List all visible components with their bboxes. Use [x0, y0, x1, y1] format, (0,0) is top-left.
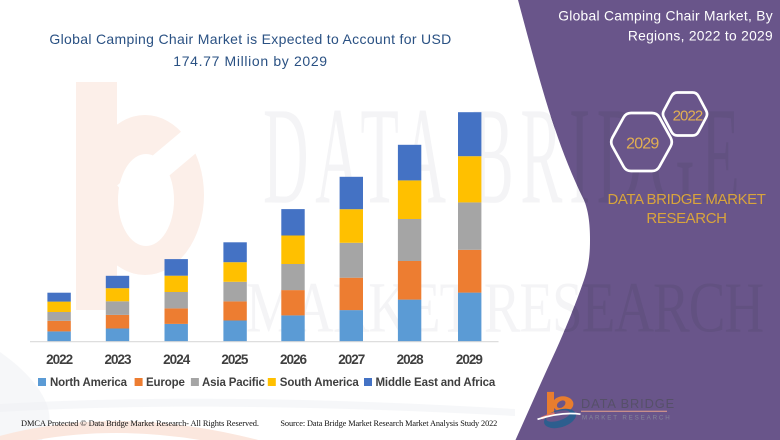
- svg-text:2022: 2022: [673, 107, 703, 124]
- svg-text:MARKET RESEARCH: MARKET RESEARCH: [582, 414, 672, 421]
- svg-text:North America: North America: [50, 377, 128, 389]
- svg-text:Global Camping Chair Market, B: Global Camping Chair Market, By: [558, 8, 773, 23]
- svg-text:2023: 2023: [104, 352, 132, 367]
- svg-text:RESEARCH: RESEARCH: [646, 210, 726, 227]
- svg-text:2028: 2028: [397, 352, 425, 367]
- svg-text:2029: 2029: [626, 136, 659, 153]
- svg-text:2029: 2029: [456, 352, 483, 367]
- svg-text:2025: 2025: [221, 352, 249, 367]
- svg-text:South America: South America: [280, 377, 360, 389]
- svg-text:2022: 2022: [46, 352, 73, 367]
- svg-text:2026: 2026: [280, 352, 308, 367]
- svg-text:Source: Data Bridge Market Res: Source: Data Bridge Market Research Mark…: [280, 419, 497, 428]
- svg-text:2024: 2024: [163, 352, 191, 367]
- svg-text:Global Camping Chair Market is: Global Camping Chair Market is Expected …: [49, 31, 451, 47]
- svg-text:Middle East and Africa: Middle East and Africa: [376, 377, 496, 389]
- svg-text:DMCA Protected © Data Bridge M: DMCA Protected © Data Bridge Market Rese…: [21, 419, 259, 428]
- svg-text:DATA BRIDGE MARKET: DATA BRIDGE MARKET: [607, 191, 765, 208]
- svg-text:DATA BRIDGE: DATA BRIDGE: [581, 396, 675, 411]
- svg-text:2027: 2027: [338, 352, 365, 367]
- svg-text:174.77 Million by 2029: 174.77 Million by 2029: [173, 53, 327, 69]
- svg-text:Regions, 2022 to 2029: Regions, 2022 to 2029: [628, 29, 773, 44]
- svg-text:Europe: Europe: [146, 377, 185, 389]
- svg-text:Asia Pacific: Asia Pacific: [202, 377, 266, 389]
